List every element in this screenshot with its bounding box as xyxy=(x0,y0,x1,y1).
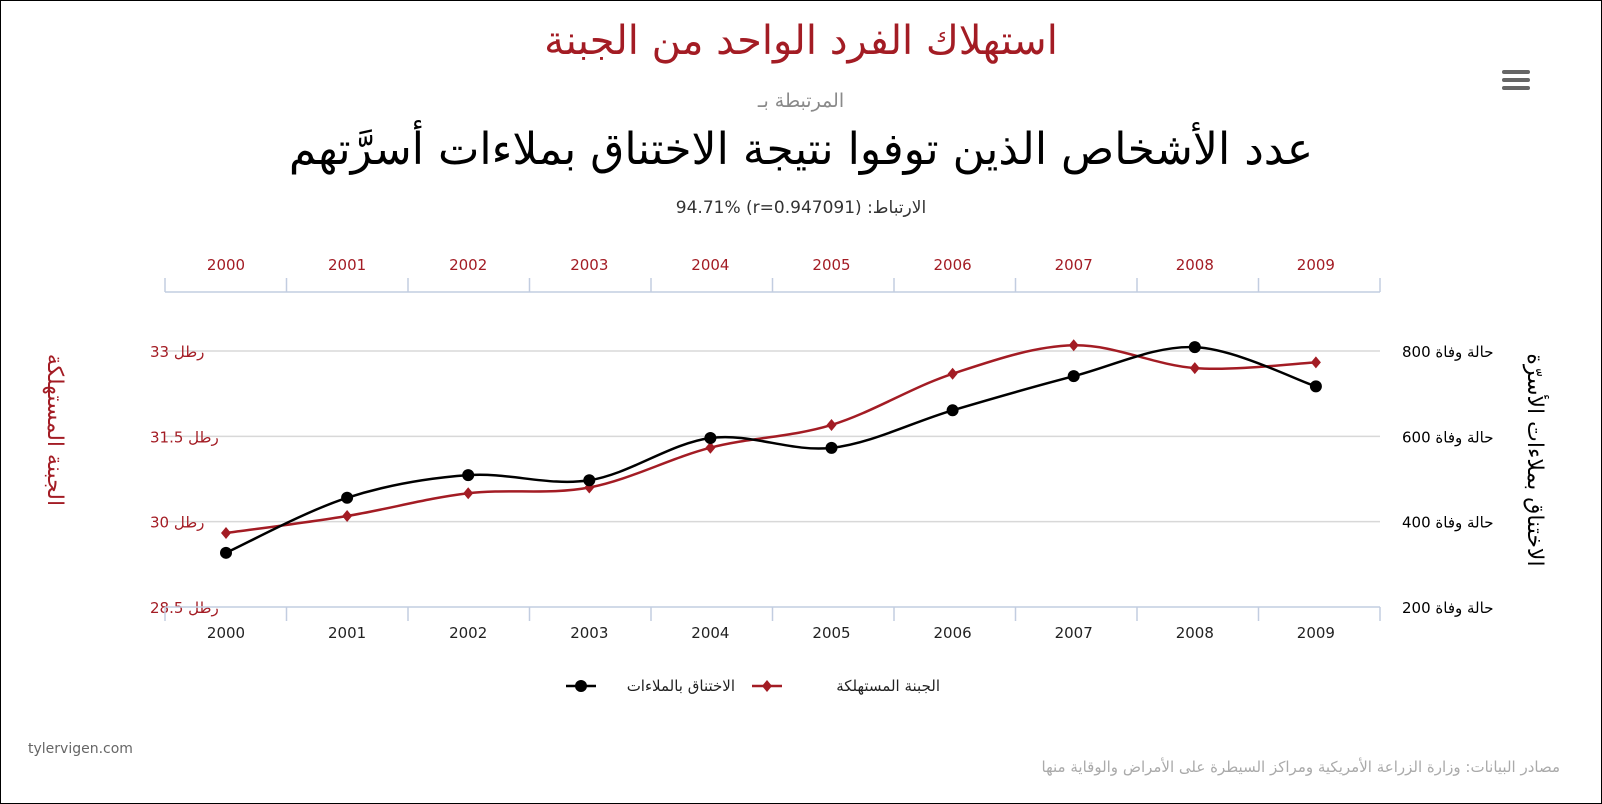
site-credit[interactable]: tylervigen.com xyxy=(28,741,133,757)
data-point xyxy=(221,527,231,540)
data-point xyxy=(947,367,958,380)
data-point xyxy=(342,509,353,522)
right-tick-label: حالة وفاة 600 xyxy=(1402,428,1493,446)
bottom-x-tick-label: 2001 xyxy=(328,624,366,642)
data-point xyxy=(463,487,474,500)
legend-item[interactable]: الاختناق بالملاءات xyxy=(566,677,735,695)
data-point xyxy=(705,441,716,454)
legend-marker xyxy=(762,680,772,692)
top-x-tick-label: 2009 xyxy=(1297,256,1335,274)
legend-label: الجبنة المستهلكة xyxy=(836,677,940,695)
left-tick-label: رطل 28.5 xyxy=(150,599,219,617)
data-point xyxy=(826,418,837,431)
top-x-tick-label: 2005 xyxy=(812,256,850,274)
bottom-x-tick-label: 2006 xyxy=(934,624,972,642)
data-sources: مصادر البيانات: وزارة الزراعة الأمريكية … xyxy=(1041,758,1560,776)
top-x-tick-label: 2008 xyxy=(1176,256,1214,274)
hamburger-menu-icon[interactable] xyxy=(1502,70,1530,92)
left-axis-title: الجبنة المستهلكة xyxy=(42,354,67,506)
data-point xyxy=(220,546,232,559)
bottom-x-tick-label: 2004 xyxy=(691,624,729,642)
data-point xyxy=(1068,339,1079,352)
bottom-x-tick-label: 2002 xyxy=(449,624,487,642)
right-axis-title: الاختناق بملاءات الأسرّة xyxy=(1522,353,1549,566)
data-point xyxy=(1310,356,1321,369)
bottom-x-tick-label: 2009 xyxy=(1297,624,1335,642)
data-point xyxy=(583,474,596,487)
right-tick-label: حالة وفاة 400 xyxy=(1402,514,1493,532)
chart-subtitle: عدد الأشخاص الذين توفوا نتيجة الاختناق ب… xyxy=(288,124,1314,175)
top-x-tick-label: 2007 xyxy=(1055,256,1093,274)
data-point xyxy=(825,441,838,454)
data-point xyxy=(462,469,475,482)
data-point xyxy=(704,432,717,445)
data-point xyxy=(1067,370,1080,383)
connector-text: المرتبطة بـ xyxy=(757,90,845,112)
top-x-tick-label: 2003 xyxy=(570,256,608,274)
data-point xyxy=(1188,341,1201,354)
left-tick-label: رطل 31.5 xyxy=(150,428,219,446)
series-line xyxy=(225,344,1316,535)
top-x-tick-label: 2002 xyxy=(449,256,487,274)
data-point xyxy=(1309,380,1322,393)
top-x-tick-label: 2006 xyxy=(934,256,972,274)
bottom-x-tick-label: 2008 xyxy=(1176,624,1214,642)
bottom-x-tick-label: 2007 xyxy=(1055,624,1093,642)
legend-marker xyxy=(575,680,587,692)
top-x-tick-label: 2000 xyxy=(207,256,245,274)
legend-item[interactable]: الجبنة المستهلكة xyxy=(752,677,940,695)
correlation-text: الارتباط: (r=0.947091) 94.71% xyxy=(675,198,927,218)
data-point xyxy=(341,491,354,504)
bottom-x-tick-label: 2000 xyxy=(207,624,245,642)
right-tick-label: حالة وفاة 200 xyxy=(1402,599,1493,617)
data-point xyxy=(1189,362,1200,375)
legend-label: الاختناق بالملاءات xyxy=(627,677,735,695)
top-x-tick-label: 2004 xyxy=(691,256,729,274)
chart-title: استهلاك الفرد الواحد من الجبنة xyxy=(544,18,1058,64)
left-tick-label: رطل 33 xyxy=(150,343,204,361)
series-line xyxy=(225,345,1317,554)
top-x-tick-label: 2001 xyxy=(328,256,366,274)
bottom-x-tick-label: 2003 xyxy=(570,624,608,642)
right-tick-label: حالة وفاة 800 xyxy=(1402,343,1493,361)
left-tick-label: رطل 30 xyxy=(150,514,204,532)
data-point xyxy=(946,404,959,417)
bottom-x-tick-label: 2005 xyxy=(812,624,850,642)
